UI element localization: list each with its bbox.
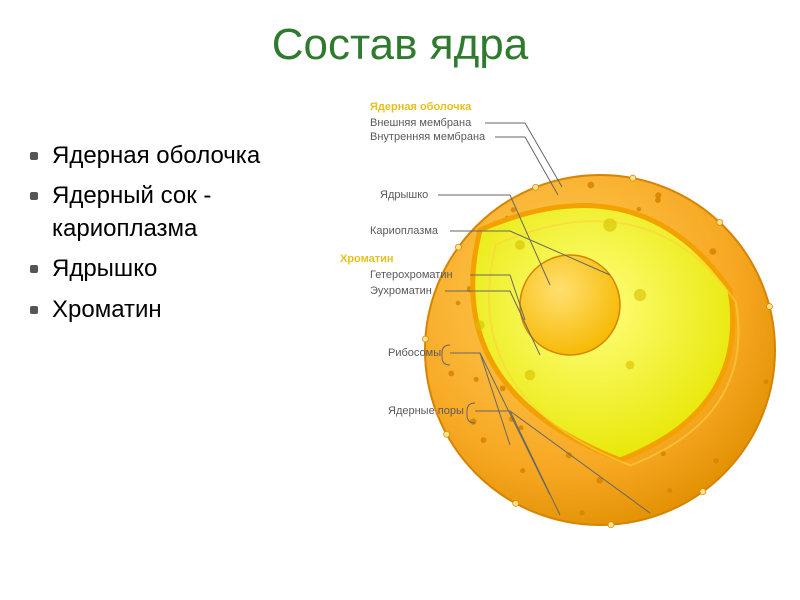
bullet-dot-icon xyxy=(30,152,38,160)
label-chromatin-header: Хроматин xyxy=(340,253,394,267)
label-outer-membrane: Внешняя мембрана xyxy=(370,117,471,131)
bullet-dot-icon xyxy=(30,192,38,200)
bullet-list: Ядерная оболочка Ядерный сок - кариоплаз… xyxy=(30,140,310,334)
list-item: Ядрышко xyxy=(30,253,310,285)
label-pores: Ядерные поры xyxy=(388,405,464,419)
bullet-text: Хроматин xyxy=(52,294,162,326)
label-inner-membrane: Внутренняя мембрана xyxy=(370,131,485,145)
label-envelope-header: Ядерная оболочка xyxy=(370,101,471,115)
bullet-text: Ядерная оболочка xyxy=(52,140,260,172)
nucleus-diagram: Ядерная оболочка Внешняя мембрана Внутре… xyxy=(310,95,780,565)
page-title: Состав ядра xyxy=(0,20,800,70)
label-heterochromatin: Гетерохроматин xyxy=(370,269,453,283)
list-item: Ядерная оболочка xyxy=(30,140,310,172)
bullet-dot-icon xyxy=(30,265,38,273)
bullet-dot-icon xyxy=(30,306,38,314)
label-nucleolus: Ядрышко xyxy=(380,189,428,203)
label-ribosomes: Рибосомы xyxy=(388,347,441,361)
label-euchromatin: Эухроматин xyxy=(370,285,432,299)
nucleus-svg xyxy=(310,95,780,565)
list-item: Ядерный сок - кариоплазма xyxy=(30,180,310,245)
label-karyoplasm: Кариоплазма xyxy=(370,225,438,239)
list-item: Хроматин xyxy=(30,294,310,326)
bullet-text: Ядрышко xyxy=(52,253,157,285)
bullet-text: Ядерный сок - кариоплазма xyxy=(52,180,310,245)
